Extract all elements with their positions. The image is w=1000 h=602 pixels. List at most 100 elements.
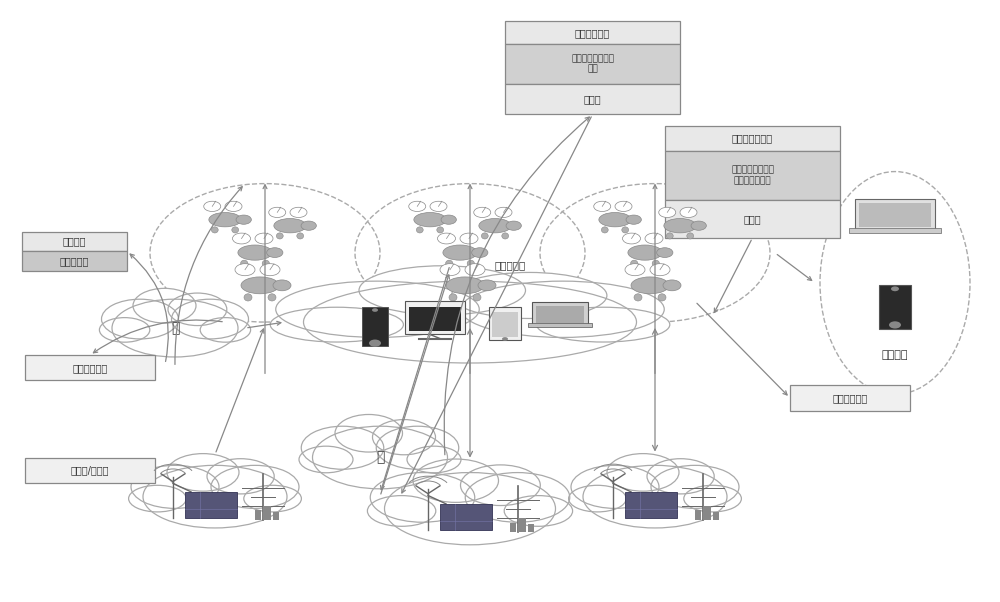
Circle shape xyxy=(225,201,242,211)
Text: 数据库: 数据库 xyxy=(744,214,761,224)
Circle shape xyxy=(645,233,663,244)
Ellipse shape xyxy=(658,294,666,301)
Ellipse shape xyxy=(461,281,664,337)
Circle shape xyxy=(502,337,508,341)
Circle shape xyxy=(267,248,283,258)
Ellipse shape xyxy=(299,446,353,473)
Ellipse shape xyxy=(664,219,696,233)
Ellipse shape xyxy=(569,485,626,512)
Ellipse shape xyxy=(634,294,642,301)
FancyBboxPatch shape xyxy=(665,200,840,238)
Ellipse shape xyxy=(652,260,659,267)
Ellipse shape xyxy=(571,465,659,508)
Ellipse shape xyxy=(446,277,484,294)
Ellipse shape xyxy=(481,233,488,239)
Text: 云: 云 xyxy=(376,450,384,465)
FancyBboxPatch shape xyxy=(859,203,931,227)
Text: 服务整合: 服务整合 xyxy=(882,350,908,361)
Circle shape xyxy=(478,280,496,291)
Ellipse shape xyxy=(443,245,477,260)
Ellipse shape xyxy=(131,465,219,508)
Ellipse shape xyxy=(607,454,679,491)
Ellipse shape xyxy=(414,213,446,227)
Circle shape xyxy=(594,201,611,211)
Circle shape xyxy=(301,221,316,231)
Circle shape xyxy=(680,207,697,217)
Ellipse shape xyxy=(232,227,239,233)
Ellipse shape xyxy=(209,213,241,227)
Circle shape xyxy=(623,233,641,244)
Text: 用于部署智能虚拟
资源的配置脚本: 用于部署智能虚拟 资源的配置脚本 xyxy=(731,166,774,185)
Ellipse shape xyxy=(452,273,607,318)
Circle shape xyxy=(460,233,478,244)
FancyBboxPatch shape xyxy=(489,307,521,340)
Ellipse shape xyxy=(167,454,239,491)
Ellipse shape xyxy=(270,307,403,342)
FancyBboxPatch shape xyxy=(505,21,680,45)
Ellipse shape xyxy=(479,219,511,233)
Circle shape xyxy=(472,248,488,258)
Ellipse shape xyxy=(631,277,669,294)
Ellipse shape xyxy=(465,473,570,522)
Ellipse shape xyxy=(416,227,423,233)
Ellipse shape xyxy=(168,293,227,326)
Text: 智能虚拟资源: 智能虚拟资源 xyxy=(832,393,868,403)
Ellipse shape xyxy=(238,245,272,260)
Ellipse shape xyxy=(101,299,178,339)
Ellipse shape xyxy=(504,495,573,526)
Circle shape xyxy=(440,264,460,276)
Ellipse shape xyxy=(467,260,474,267)
Text: 边缘数据存储: 边缘数据存储 xyxy=(72,363,108,373)
Ellipse shape xyxy=(268,294,276,301)
FancyBboxPatch shape xyxy=(528,323,592,327)
Circle shape xyxy=(465,264,485,276)
Circle shape xyxy=(255,233,273,244)
Circle shape xyxy=(232,233,250,244)
FancyBboxPatch shape xyxy=(22,232,127,252)
Ellipse shape xyxy=(301,426,384,470)
Ellipse shape xyxy=(172,299,248,339)
Ellipse shape xyxy=(601,227,608,233)
FancyBboxPatch shape xyxy=(492,312,518,337)
Text: 传感器/执行器: 传感器/执行器 xyxy=(71,465,109,475)
Text: 雨滴服务器的配置
脚本: 雨滴服务器的配置 脚本 xyxy=(571,54,614,73)
Circle shape xyxy=(441,215,456,225)
FancyBboxPatch shape xyxy=(510,523,516,532)
Circle shape xyxy=(891,287,899,291)
Ellipse shape xyxy=(449,294,457,301)
Ellipse shape xyxy=(143,465,287,528)
Ellipse shape xyxy=(304,281,637,363)
Ellipse shape xyxy=(211,465,299,508)
FancyBboxPatch shape xyxy=(625,492,677,518)
Circle shape xyxy=(269,207,286,217)
Circle shape xyxy=(626,215,641,225)
Ellipse shape xyxy=(622,227,629,233)
Ellipse shape xyxy=(367,495,436,526)
Ellipse shape xyxy=(359,266,526,315)
Circle shape xyxy=(235,264,255,276)
FancyBboxPatch shape xyxy=(25,355,155,380)
Circle shape xyxy=(506,221,521,231)
Ellipse shape xyxy=(473,294,481,301)
Ellipse shape xyxy=(211,227,218,233)
FancyBboxPatch shape xyxy=(528,524,534,532)
Text: 雨滴服务器: 雨滴服务器 xyxy=(494,260,526,270)
Ellipse shape xyxy=(335,414,402,452)
Text: 数据库: 数据库 xyxy=(584,94,601,104)
FancyBboxPatch shape xyxy=(505,84,680,114)
Ellipse shape xyxy=(129,485,186,512)
Ellipse shape xyxy=(583,465,727,528)
Text: 边缘层客户服务: 边缘层客户服务 xyxy=(732,134,773,144)
FancyBboxPatch shape xyxy=(263,506,271,520)
Circle shape xyxy=(657,248,673,258)
Ellipse shape xyxy=(413,459,498,502)
Ellipse shape xyxy=(244,485,301,512)
FancyBboxPatch shape xyxy=(790,385,910,411)
FancyBboxPatch shape xyxy=(713,512,719,520)
FancyBboxPatch shape xyxy=(505,45,680,84)
Ellipse shape xyxy=(537,307,670,342)
FancyBboxPatch shape xyxy=(255,510,261,520)
Ellipse shape xyxy=(687,233,694,239)
Circle shape xyxy=(650,264,670,276)
FancyBboxPatch shape xyxy=(849,228,941,232)
